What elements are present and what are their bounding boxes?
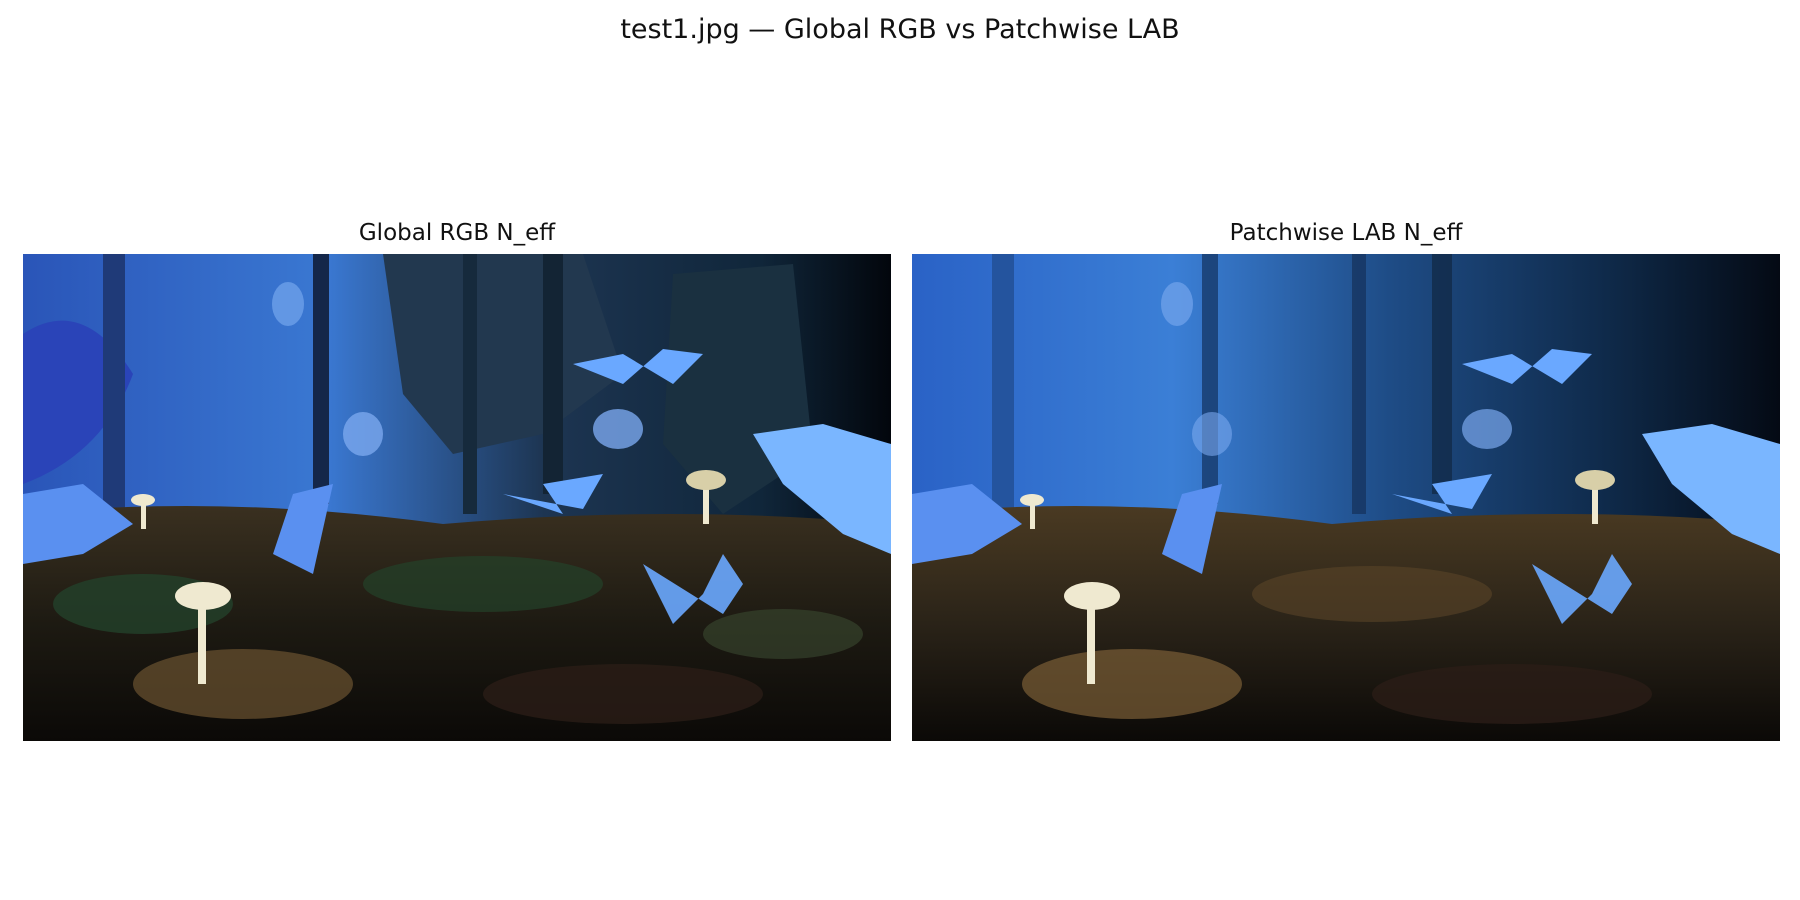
image-global-rgb (23, 254, 891, 741)
image-patchwise-lab (912, 254, 1780, 741)
panel-title-global-rgb: Global RGB N_eff (358, 220, 556, 246)
panel-global-rgb: Global RGB N_eff (23, 218, 891, 741)
panel-title-patchwise-lab: Patchwise LAB N_eff (1229, 220, 1463, 246)
panel-patchwise-lab: Patchwise LAB N_eff (912, 218, 1780, 741)
figure-title: test1.jpg — Global RGB vs Patchwise LAB (620, 14, 1180, 45)
